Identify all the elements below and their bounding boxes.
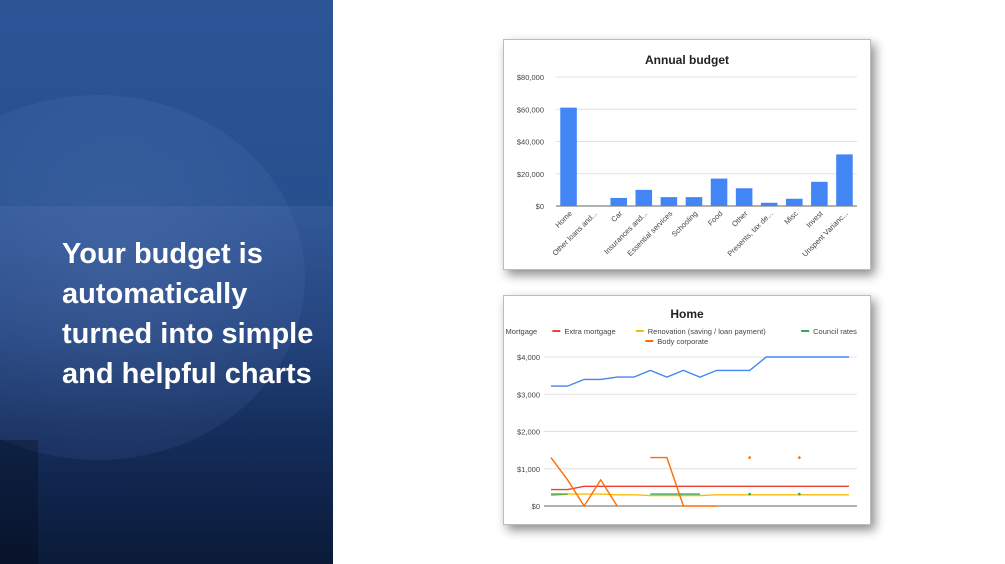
series-line bbox=[551, 356, 849, 387]
bar bbox=[635, 189, 653, 206]
y-tick-label: $0 bbox=[532, 502, 540, 511]
bar bbox=[836, 154, 853, 206]
panel-band bbox=[0, 206, 333, 564]
series-line bbox=[550, 457, 618, 508]
bar bbox=[760, 202, 778, 206]
x-tick-label: Car bbox=[609, 209, 624, 224]
series-point bbox=[798, 456, 801, 459]
series-line bbox=[650, 456, 717, 507]
y-tick-label: $0 bbox=[536, 202, 544, 211]
x-tick-label: Other bbox=[730, 209, 750, 229]
legend-label: Council rates bbox=[813, 327, 857, 336]
legend-label: Renovation (saving / loan payment) bbox=[648, 327, 766, 336]
bar bbox=[685, 197, 703, 206]
x-tick-label: Other loans and... bbox=[551, 209, 600, 258]
x-tick-label: Invest bbox=[804, 208, 825, 229]
chart-title: Home bbox=[670, 307, 704, 321]
bar bbox=[786, 198, 803, 206]
y-tick-label: $60,000 bbox=[517, 105, 544, 114]
chart-title: Annual budget bbox=[645, 53, 729, 67]
bar bbox=[811, 181, 828, 206]
series-point bbox=[748, 492, 751, 496]
annual-budget-chart: Annual budget $0 $20,000 $40,000 $60,000 $80,… bbox=[517, 53, 857, 259]
legend-label: Mortgage bbox=[506, 327, 538, 336]
x-tick-label: Unspent Varianc... bbox=[800, 209, 850, 259]
home-chart-card: Home Mortgage Extra mortgage Renovation (sa… bbox=[503, 295, 871, 525]
series-point bbox=[798, 492, 801, 496]
x-tick-label: Schooling bbox=[670, 209, 700, 239]
left-panel: Your budget is automatically turned into… bbox=[0, 0, 333, 564]
y-tick-label: $40,000 bbox=[517, 138, 544, 147]
tagline: Your budget is automatically turned into… bbox=[62, 238, 314, 390]
y-tick-label: $2,000 bbox=[517, 428, 540, 437]
bar bbox=[660, 197, 678, 206]
x-tick-label: Misc bbox=[782, 209, 799, 226]
y-tick-label: $3,000 bbox=[517, 390, 540, 399]
bar bbox=[735, 188, 753, 206]
x-tick-label: Insurances and... bbox=[602, 209, 649, 256]
series-line bbox=[551, 485, 849, 491]
x-tick-label: Food bbox=[706, 209, 724, 227]
legend-label: Body corporate bbox=[657, 337, 708, 346]
y-tick-label: $20,000 bbox=[517, 170, 544, 179]
bar bbox=[560, 107, 577, 206]
decorative-strip bbox=[0, 440, 38, 564]
y-tick-label: $1,000 bbox=[517, 465, 540, 474]
series-point bbox=[748, 456, 751, 459]
bar bbox=[610, 197, 627, 206]
x-tick-label: Presents, tax de... bbox=[726, 209, 775, 258]
x-tick-label: Home bbox=[553, 209, 574, 230]
x-tick-label: Essential services bbox=[625, 209, 674, 258]
y-tick-label: $80,000 bbox=[517, 73, 544, 82]
y-tick-label: $4,000 bbox=[517, 353, 540, 362]
legend-label: Extra mortgage bbox=[564, 327, 615, 336]
home-chart: Home Mortgage Extra mortgage Renovation (sa… bbox=[506, 307, 858, 511]
bar bbox=[710, 178, 728, 206]
annual-budget-chart-card: Annual budget $0 $20,000 $40,000 $60,000 $80,… bbox=[503, 39, 871, 270]
